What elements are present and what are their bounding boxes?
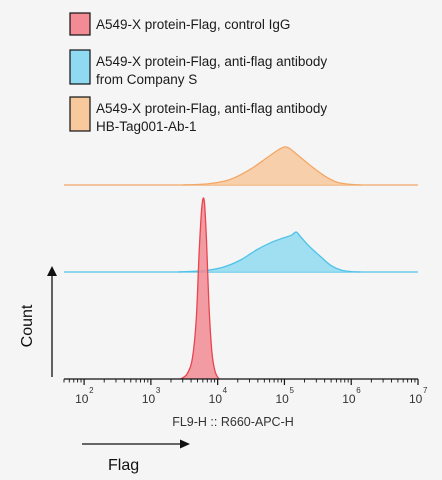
legend-swatch-1 [69,12,91,36]
x-tick-label-1: 10 [75,392,89,406]
flag-annotation: Flag [108,457,139,474]
legend-swatch-2 [69,49,91,85]
x-tick-label-4: 10 [275,392,289,406]
x-tick-exponent-4: 5 [289,386,294,395]
x-tick-label-3: 10 [209,392,223,406]
legend-swatch-3 [69,96,91,132]
series-1-area [180,198,220,379]
x-axis-title: FL9-H :: R660-APC-H [172,415,294,429]
legend: A549-X protein-Flag, control IgG A549-X p… [69,12,327,134]
x-tick-label-6: 10 [409,392,423,406]
legend-entry-3: A549-X protein-Flag, anti-flag antibody H… [69,96,327,134]
series-3-outline [182,146,362,186]
x-tick-exponent-5: 6 [356,386,361,395]
y-axis-title: Count [19,304,36,347]
y-arrow-head [47,266,57,276]
legend-label-3-line-1: A549-X protein-Flag, anti-flag antibody [96,101,327,116]
x-tick-exponent-2: 3 [156,386,161,395]
x-tick-label-5: 10 [342,392,356,406]
legend-label-1-line-1: A549-X protein-Flag, control IgG [96,17,290,32]
series-1-outline [180,197,220,380]
x-tick-exponent-6: 7 [423,386,428,395]
histogram-curves [64,146,418,380]
legend-label-2-line-1: A549-X protein-Flag, anti-flag antibody [96,54,327,69]
legend-label-3-line-2: HB-Tag001-Ab-1 [96,119,197,134]
series-2 [64,231,418,273]
x-tick-label-2: 10 [142,392,156,406]
series-3 [64,146,418,186]
x-tick-exponent-1: 2 [89,386,94,395]
series-1 [180,197,220,380]
legend-entry-1: A549-X protein-Flag, control IgG [69,12,290,36]
flag-arrow-head [180,439,190,449]
x-tick-exponent-3: 4 [223,386,228,395]
series-3-area [182,146,361,185]
legend-label-2-line-2: from Company S [96,72,197,87]
legend-entry-2: A549-X protein-Flag, anti-flag antibody f… [69,49,327,87]
series-2-area [177,231,361,272]
series-2-outline [177,231,362,273]
